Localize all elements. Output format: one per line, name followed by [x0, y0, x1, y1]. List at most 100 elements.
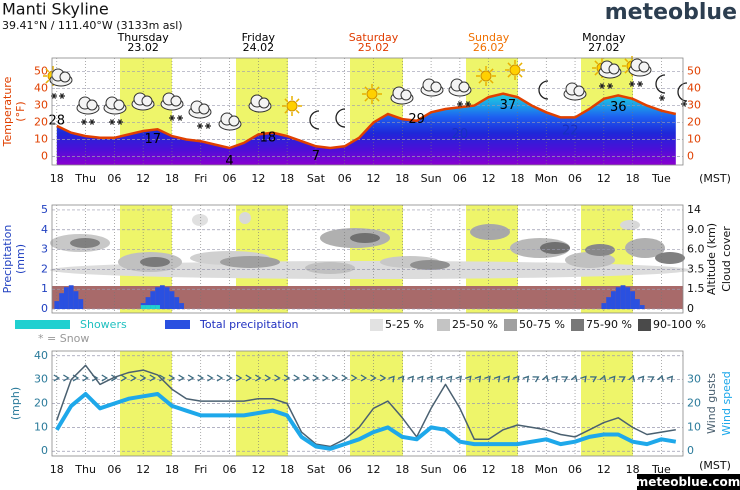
- icon-cloud: [430, 81, 442, 93]
- panel-border: [51, 204, 684, 314]
- y-tick-label: 20: [34, 116, 48, 129]
- wind-direction: [370, 374, 377, 382]
- wind-direction: [590, 376, 598, 383]
- icon-sun-ray: [489, 79, 494, 84]
- wind-direction: [207, 374, 214, 382]
- icon-sun-ray: [364, 97, 369, 102]
- cloud-cover: [220, 256, 280, 268]
- wind-direction: [235, 374, 243, 382]
- temperature-label: 18: [260, 130, 277, 145]
- precipitation-bar: [155, 287, 160, 310]
- x-tick-label: 12: [366, 172, 380, 185]
- temperature-label: 37: [500, 98, 517, 113]
- wind-direction: [541, 374, 549, 382]
- wind-direction: [245, 374, 253, 382]
- x-tick-label: 12: [251, 463, 265, 476]
- icon-moon: [677, 82, 688, 102]
- icon-snow: [599, 83, 605, 89]
- icon-sun-ray: [478, 79, 483, 84]
- wind-direction: [178, 374, 185, 382]
- logo: meteoblue: [605, 0, 737, 25]
- wind-direction: [608, 375, 616, 383]
- x-tick-label: 06: [223, 172, 237, 185]
- icon-sun-ray: [45, 79, 50, 84]
- x-tick-label: 18: [50, 463, 64, 476]
- y2-tick-label: 30: [687, 99, 701, 112]
- cloud-legend-label: 90-100 %: [653, 318, 706, 331]
- precipitation-bar: [620, 285, 626, 310]
- x-tick-label: 18: [626, 172, 640, 185]
- icon-sun: [366, 88, 378, 100]
- y2-axis-label: Altitude (km): [705, 223, 718, 295]
- footer-box: [637, 474, 740, 490]
- wind-direction: [666, 375, 674, 383]
- precipitation-bar: [164, 287, 170, 310]
- x-tick-label: Mon: [535, 172, 558, 185]
- y2-tick-label: 20: [687, 116, 701, 129]
- cloud-legend-swatch: [437, 319, 450, 331]
- cloud-cover: [350, 233, 380, 243]
- icon-snow: [465, 101, 471, 107]
- cloud-cover: [540, 242, 570, 254]
- cloud-cover: [625, 238, 665, 258]
- wind-direction: [561, 376, 569, 383]
- wind-direction: [580, 375, 587, 383]
- wind-direction: [53, 374, 61, 382]
- y2-axis-label: Cloud cover: [720, 226, 733, 292]
- icon-snow: [659, 95, 665, 101]
- wind-direction: [255, 374, 262, 382]
- y-tick-label: 3: [41, 243, 48, 256]
- wind-direction: [111, 374, 118, 382]
- wind-direction: [331, 374, 339, 382]
- x-tick-label: 06: [338, 463, 352, 476]
- x-tick-label: 18: [395, 463, 409, 476]
- x-tick-label: 18: [165, 172, 179, 185]
- wind-direction: [379, 374, 387, 382]
- precipitation-bar: [174, 297, 180, 310]
- wind-direction: [484, 375, 491, 383]
- y-tick-label: 20: [34, 397, 48, 410]
- temperature-label: 7: [312, 149, 320, 164]
- precipitation-bar: [59, 293, 64, 310]
- icon-cloud: [59, 71, 71, 83]
- icon-sun-ray: [284, 98, 289, 103]
- y2-tick-label: 30: [687, 373, 701, 386]
- precipitation-bar: [145, 305, 151, 310]
- x-tick-label: 12: [251, 172, 265, 185]
- wind-direction: [599, 374, 607, 382]
- snow-note: * = Snow: [38, 332, 89, 345]
- timezone: (MST): [699, 459, 731, 472]
- day-name: Sunday: [468, 31, 510, 44]
- precipitation-bar: [155, 305, 160, 310]
- wind-direction: [397, 375, 405, 383]
- y-axis-label: Temperature: [1, 76, 14, 147]
- temperature-label: 36: [610, 100, 627, 115]
- temperature-label: 17: [144, 132, 161, 147]
- icon-sun-ray: [375, 97, 380, 102]
- icon-moon: [335, 108, 346, 128]
- y-tick-label: 0: [41, 302, 48, 315]
- icon-sun-ray: [594, 60, 599, 65]
- icon-sun-ray: [295, 98, 300, 103]
- icon-cloud: [608, 63, 620, 75]
- x-tick-label: 12: [482, 463, 496, 476]
- icon-moon: [309, 110, 320, 130]
- wind-direction: [322, 374, 329, 382]
- cloud-cover: [50, 261, 690, 279]
- wind-direction: [101, 374, 109, 382]
- day-name: Friday: [242, 31, 276, 44]
- wind-direction: [226, 374, 233, 382]
- y-axis-label: Precipitation: [1, 225, 14, 294]
- cloud-cover: [239, 212, 251, 224]
- icon-snow: [169, 115, 175, 121]
- wind-direction: [570, 374, 578, 382]
- legend-label: Total precipitation: [199, 318, 299, 331]
- temperature-label: 22: [562, 124, 579, 139]
- precipitation-bar: [179, 303, 184, 310]
- wind-line: [55, 392, 677, 451]
- cloud-cover: [565, 252, 615, 268]
- precipitation-bar: [150, 291, 156, 310]
- icon-sun-ray: [507, 73, 512, 78]
- wind-direction: [436, 375, 443, 383]
